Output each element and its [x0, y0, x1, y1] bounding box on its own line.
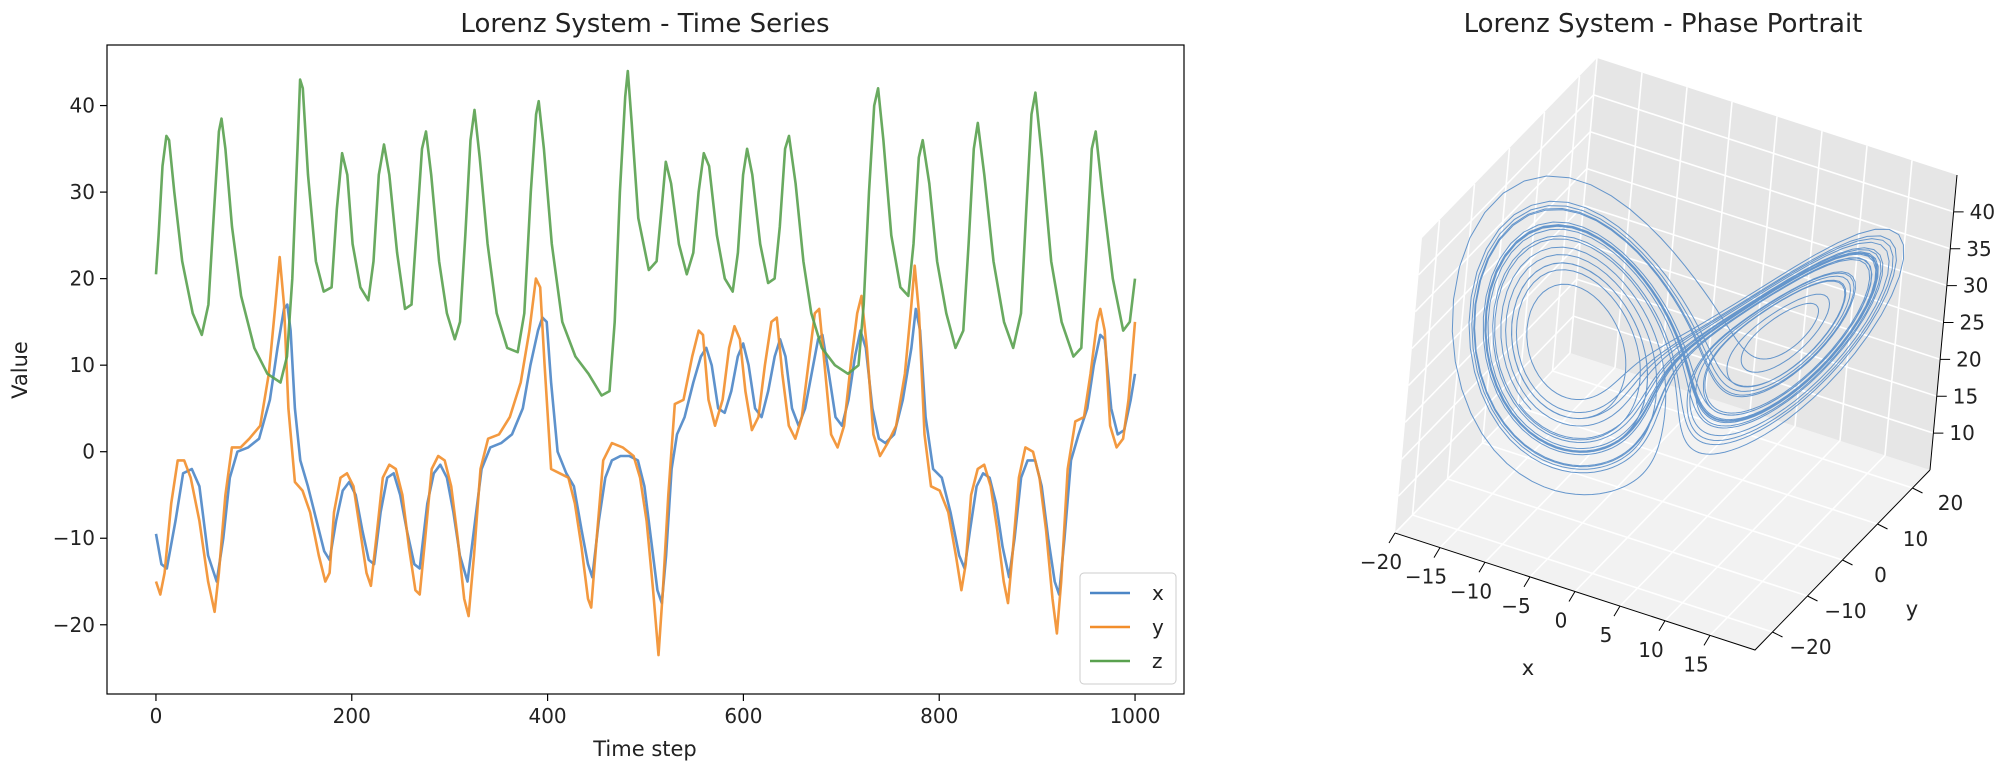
time-series-title: Lorenz System - Time Series [460, 9, 829, 39]
y-tick-mark [1912, 487, 1923, 494]
x-tick-label: 5 [1600, 623, 1613, 647]
legend-box [1079, 572, 1177, 685]
y-tick-label: 30 [70, 180, 95, 204]
x-tick-mark [1613, 605, 1621, 617]
axis-floor-edge [1394, 469, 1931, 651]
phase-portrait-chart: Lorenz System - Phase Portrait −20−15−10… [1360, 9, 1995, 680]
x-tick-label: −10 [1450, 579, 1492, 603]
time-series-x-ticks: 0 200 400 600 800 1000 [150, 694, 1161, 728]
time-series-lines [154, 69, 1137, 657]
z-grid-back [1586, 167, 1948, 287]
phase-portrait-trajectory [1451, 175, 1905, 496]
x-tick-mark [1568, 591, 1576, 602]
y-tick-label: 10 [70, 353, 95, 377]
phase-portrait-ylabel: y [1906, 597, 1918, 621]
z-tick-label: 35 [1966, 237, 1991, 261]
y-grid-floor [1412, 514, 1773, 633]
z-grid-left [1401, 278, 1578, 460]
z-grid-back [1576, 278, 1937, 398]
series-line-y [154, 255, 1137, 657]
phase-portrait-grid [1394, 57, 1958, 651]
phase-portrait-title: Lorenz System - Phase Portrait [1464, 9, 1863, 39]
y-tick-mark [1842, 559, 1853, 566]
x-tick-label: 200 [333, 704, 371, 728]
z-grid-back [1593, 94, 1954, 213]
time-series-y-ticks: −20 −10 0 10 20 30 40 [53, 94, 107, 637]
x-tick-label: 0 [1555, 609, 1568, 633]
z-grid-left [1411, 168, 1588, 350]
y-grid-floor [1447, 478, 1808, 597]
x-tick-label: 600 [724, 704, 762, 728]
time-series-ylabel: Value [8, 341, 32, 399]
y-tick-label: 0 [82, 440, 95, 464]
z-tick-label: 20 [1956, 347, 1981, 371]
x-tick-mark [1703, 635, 1711, 646]
x-tick-mark [1388, 532, 1396, 544]
x-tick-label: 1000 [1110, 704, 1161, 728]
attractor-trajectory [1451, 175, 1905, 496]
legend-label-x: x [1152, 581, 1164, 605]
x-tick-label: 800 [920, 704, 958, 728]
x-tick-mark [1523, 576, 1531, 588]
z-tick-label: 40 [1970, 200, 1995, 224]
y-tick-label: −10 [53, 526, 95, 550]
z-grid-left [1414, 131, 1591, 313]
x-tick-label: 400 [528, 704, 566, 728]
x-tick-label: −5 [1501, 594, 1530, 618]
z-grid-left [1397, 315, 1574, 497]
x-tick-label: −20 [1360, 550, 1402, 574]
z-tick-label: 10 [1949, 421, 1974, 445]
y-tick-label: 40 [70, 94, 95, 118]
x-tick-mark [1433, 547, 1441, 558]
z-grid-back [1583, 204, 1944, 324]
x-tick-mark [1658, 620, 1666, 632]
y-grid-floor [1552, 370, 1913, 489]
z-tick-label: 25 [1960, 311, 1985, 335]
legend-label-y: y [1152, 615, 1164, 639]
z-grid-left [1407, 204, 1585, 387]
y-tick-label: 10 [1903, 527, 1928, 551]
x-tick-mark [1478, 561, 1486, 573]
z-tick-label: 15 [1953, 384, 1978, 408]
series-line-z [154, 69, 1137, 397]
time-series-xlabel: Time step [592, 737, 697, 761]
y-tick-label: 20 [70, 267, 95, 291]
z-tick-label: 30 [1963, 274, 1988, 298]
y-tick-label: 0 [1874, 563, 1887, 587]
y-tick-label: −20 [53, 613, 95, 637]
y-tick-mark [1772, 631, 1783, 638]
y-grid-floor [1517, 406, 1878, 525]
y-grid-floor [1482, 442, 1843, 561]
y-tick-mark [1807, 595, 1818, 602]
legend-label-z: z [1152, 649, 1163, 673]
z-grid-left [1418, 94, 1595, 276]
phase-portrait-xlabel: x [1522, 656, 1534, 680]
x-tick-label: 15 [1683, 652, 1708, 676]
legend: xyz [1079, 572, 1177, 685]
time-series-chart: Lorenz System - Time Series 0 200 400 600 80… [8, 9, 1185, 761]
y-tick-label: −10 [1824, 599, 1866, 623]
y-tick-mark [1877, 523, 1888, 530]
z-grid-back [1590, 130, 1951, 250]
y-tick-label: 20 [1938, 491, 1963, 515]
x-tick-label: 0 [150, 704, 163, 728]
y-tick-label: −20 [1789, 635, 1831, 659]
x-tick-label: 10 [1638, 638, 1663, 662]
phase-portrait-ticks: −20−15−10−5051015−20−1001020101520253035… [1360, 200, 1995, 677]
x-tick-label: −15 [1405, 565, 1447, 589]
